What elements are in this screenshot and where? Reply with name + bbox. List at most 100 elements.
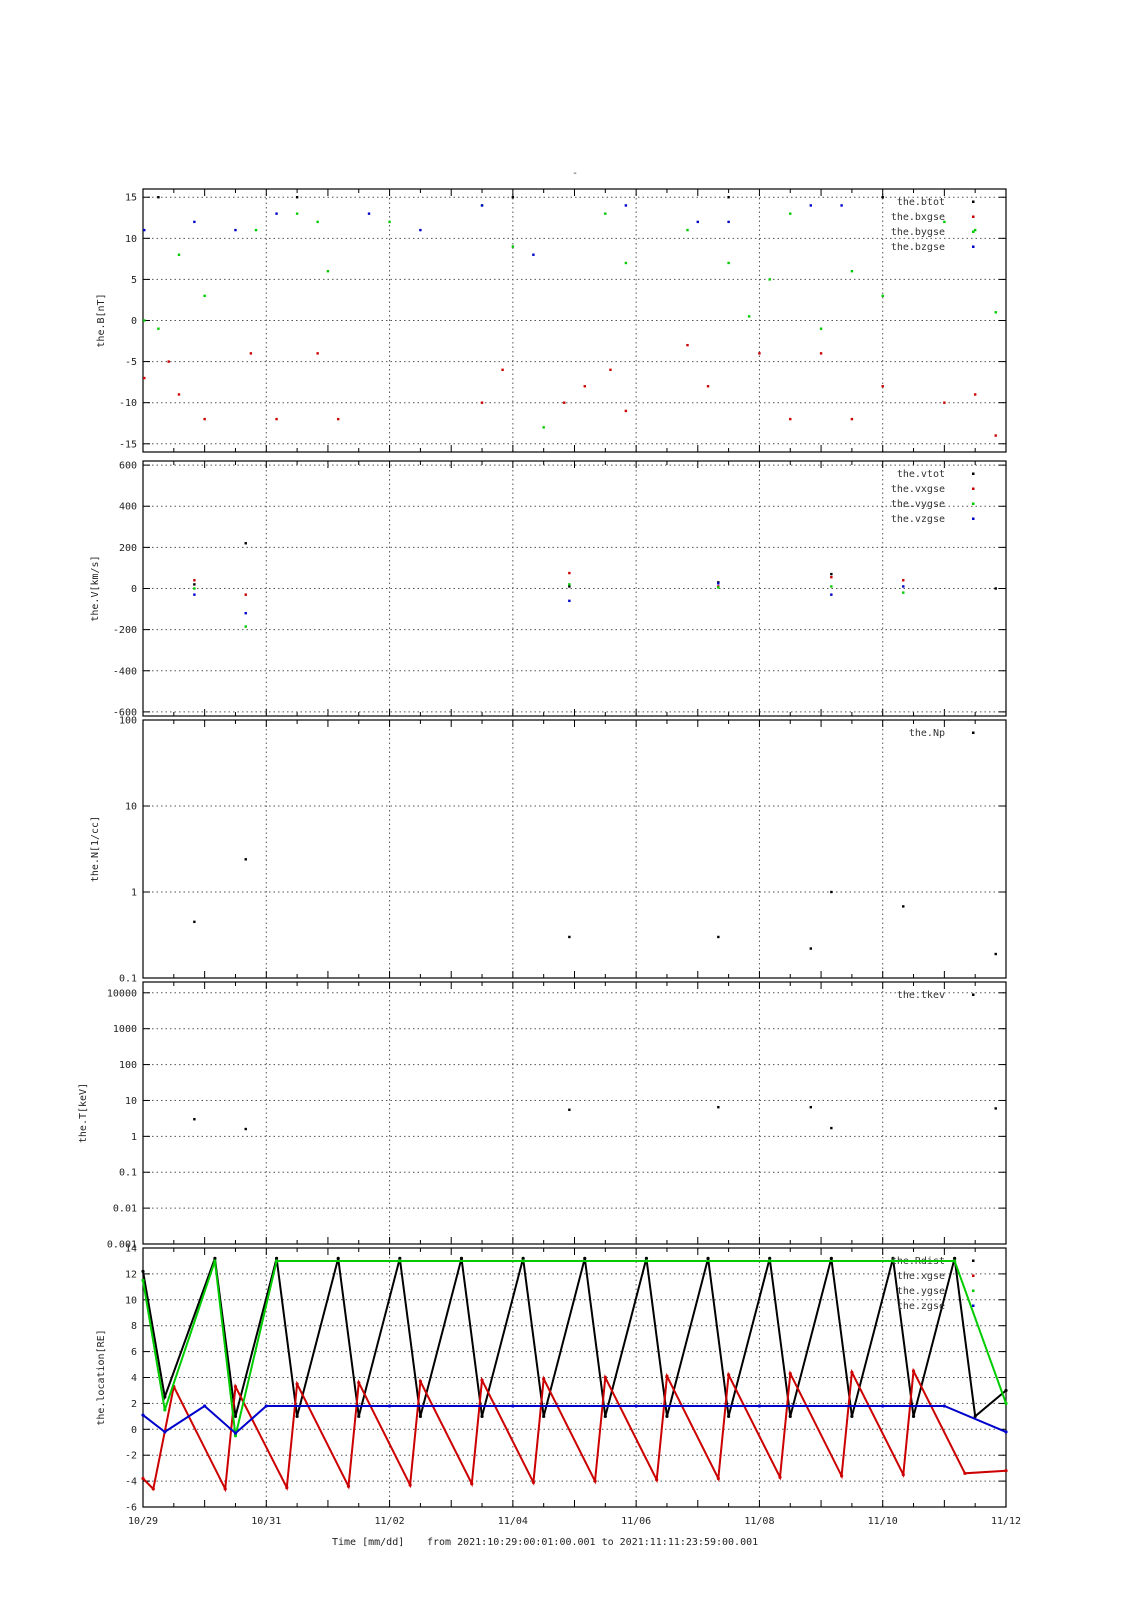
- data-point: [953, 1256, 957, 1260]
- data-point: [163, 1408, 167, 1412]
- legend-label: the.bzgse: [891, 242, 945, 253]
- data-point: [768, 1256, 772, 1260]
- legend-label: the.vtot: [897, 469, 945, 480]
- data-point: [973, 1414, 977, 1418]
- y-tick-label: 0: [131, 1425, 137, 1436]
- legend-marker: [972, 731, 975, 734]
- data-point: [193, 1118, 196, 1121]
- data-point: [717, 1105, 720, 1109]
- series-the-Np: [193, 858, 997, 956]
- data-point: [275, 212, 278, 215]
- y-tick-label: 14: [125, 1244, 137, 1255]
- data-point: [193, 920, 196, 924]
- y-tick-label: 8: [131, 1321, 137, 1332]
- y-axis-label: the.B[nT]: [96, 293, 107, 347]
- data-point: [223, 1487, 227, 1491]
- data-point: [583, 385, 586, 388]
- data-point: [163, 1430, 167, 1434]
- data-point: [644, 1259, 649, 1263]
- y-tick-label: 0.01: [113, 1204, 137, 1215]
- data-point: [603, 1414, 607, 1418]
- data-point: [163, 1395, 167, 1399]
- data-point: [789, 212, 792, 215]
- data-point: [902, 579, 905, 582]
- data-point: [634, 1404, 638, 1408]
- data-point: [717, 586, 720, 589]
- data-point: [902, 591, 905, 594]
- data-point: [346, 1484, 351, 1488]
- y-tick-label: 4: [131, 1373, 137, 1384]
- data-point: [901, 1473, 905, 1477]
- data-point: [542, 1377, 546, 1381]
- data-point: [419, 228, 422, 232]
- legend-marker: [972, 245, 975, 248]
- legend-label: the.xgse: [897, 1271, 945, 1282]
- panel-5: 14121086420-2-4-6the.location[RE]the.Rdi…: [96, 1244, 1008, 1514]
- data-point: [511, 196, 515, 199]
- y-tick-label: 2: [131, 1399, 137, 1410]
- data-point: [840, 1474, 844, 1478]
- data-point: [233, 1431, 238, 1435]
- y-tick-label: -200: [113, 625, 137, 636]
- data-point: [973, 228, 977, 232]
- data-point: [568, 585, 571, 588]
- data-point: [568, 583, 571, 586]
- legend-marker: [972, 1304, 975, 1307]
- y-tick-label: 100: [119, 716, 137, 727]
- y-tick-label: 10000: [107, 988, 137, 999]
- data-point: [141, 1278, 145, 1282]
- data-point: [994, 1107, 997, 1110]
- data-point: [1004, 1388, 1008, 1393]
- legend-marker: [972, 993, 975, 996]
- data-point: [157, 196, 160, 199]
- data-point: [717, 582, 720, 585]
- data-point: [850, 1370, 854, 1374]
- data-point: [511, 245, 515, 248]
- y-tick-label: 15: [125, 193, 137, 204]
- data-point: [768, 278, 771, 281]
- data-point: [942, 1404, 946, 1408]
- y-tick-label: 1: [131, 888, 137, 899]
- data-point: [336, 1256, 340, 1260]
- data-point: [563, 401, 566, 404]
- data-point: [177, 253, 181, 256]
- data-point: [244, 858, 247, 861]
- y-tick-label: 100: [119, 1060, 137, 1071]
- data-point: [274, 1256, 279, 1260]
- data-point: [809, 1105, 812, 1109]
- data-point: [778, 1475, 782, 1479]
- data-point: [850, 1414, 854, 1418]
- legend-label: the.tkev: [897, 990, 945, 1001]
- data-point: [531, 1480, 536, 1484]
- legend-marker: [972, 215, 975, 218]
- legend-marker: [972, 472, 975, 475]
- y-tick-label: 400: [119, 502, 137, 513]
- data-point: [295, 1414, 299, 1418]
- data-point: [1004, 1469, 1008, 1473]
- data-point: [593, 1479, 597, 1483]
- x-axis: 10/29 10/31 11/02 11/04 11/06 11/08 11/10 11/12: [128, 1516, 1021, 1527]
- legend-marker: [972, 502, 975, 505]
- data-point: [973, 393, 977, 396]
- data-point: [840, 204, 843, 207]
- data-point: [881, 385, 884, 388]
- data-point: [644, 1256, 649, 1260]
- data-point: [994, 311, 997, 314]
- data-point: [604, 212, 607, 215]
- data-point: [881, 196, 884, 199]
- data-point: [819, 352, 823, 355]
- data-point: [233, 1434, 238, 1438]
- data-point: [609, 368, 612, 372]
- y-axis-label: the.location[RE]: [96, 1329, 107, 1425]
- data-point: [727, 196, 730, 199]
- data-point: [480, 1414, 484, 1418]
- data-point: [167, 360, 170, 363]
- series-line: [142, 1260, 1007, 1437]
- data-point: [696, 220, 699, 224]
- legend-label: the.vxgse: [891, 484, 945, 495]
- data-point: [850, 269, 854, 273]
- data-point: [911, 1414, 916, 1418]
- data-point: [809, 204, 812, 207]
